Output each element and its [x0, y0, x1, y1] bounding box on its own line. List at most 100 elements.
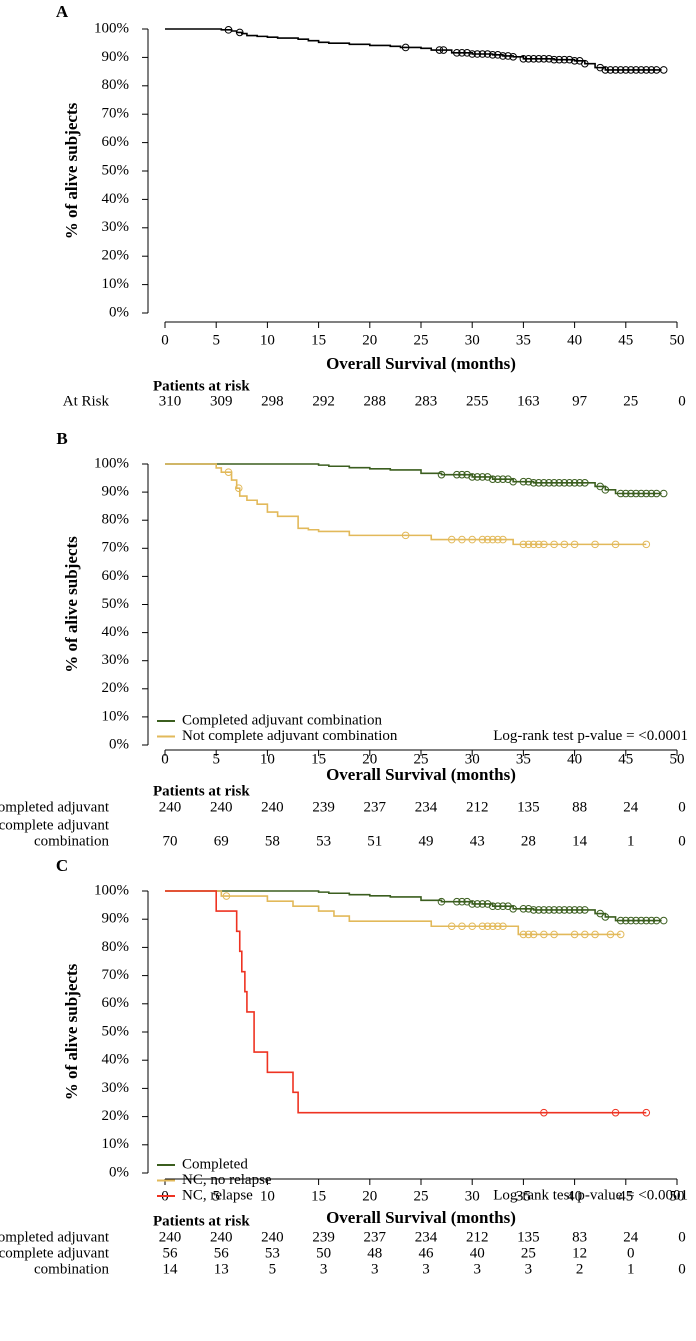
x-tick-label: 20	[362, 332, 377, 348]
censor-mark	[235, 28, 244, 37]
x-tick-label: 50	[670, 751, 685, 767]
x-tick-label: 5	[212, 1188, 220, 1204]
censor-mark	[570, 57, 579, 65]
censor-mark	[468, 473, 477, 481]
annotation: Log-rank test p-value = <0.0001	[493, 1187, 688, 1203]
censor-mark	[570, 906, 579, 914]
censor-mark	[540, 930, 548, 939]
y-tick-label: 60%	[102, 134, 130, 150]
censor-mark	[647, 916, 656, 925]
risk-count: 0	[678, 1261, 686, 1277]
censor-mark	[463, 49, 471, 57]
censor-mark	[473, 50, 482, 58]
y-tick-label: 50%	[102, 1023, 130, 1039]
censor-mark	[570, 479, 579, 487]
x-tick-label: 50	[670, 332, 685, 348]
y-tick-label: 60%	[102, 568, 130, 584]
y-tick-label: 30%	[102, 219, 130, 235]
censor-mark	[519, 477, 528, 486]
censor-mark	[478, 900, 487, 908]
censor-mark	[224, 26, 233, 34]
censor-mark	[581, 479, 589, 487]
risk-count: 58	[265, 833, 280, 849]
risk-count: 40	[470, 1245, 485, 1261]
censor-mark	[453, 49, 461, 57]
y-tick-label: 30%	[102, 652, 130, 668]
y-tick-label: 70%	[102, 106, 130, 122]
censor-mark	[550, 906, 558, 914]
x-tick-label: 45	[618, 332, 633, 348]
censor-mark	[499, 902, 507, 911]
y-tick-label: 70%	[102, 967, 130, 983]
censor-mark	[659, 916, 668, 925]
x-tick-label: 5	[212, 332, 220, 348]
censor-mark	[509, 477, 517, 486]
censor-mark	[401, 531, 410, 540]
censor-mark	[478, 535, 487, 544]
censor-mark	[606, 930, 615, 939]
censor-mark	[560, 540, 569, 549]
censor-mark	[222, 892, 231, 900]
censor-mark	[565, 479, 574, 487]
x-tick-label: 0	[161, 751, 169, 767]
risk-count: 88	[572, 799, 587, 815]
censor-mark	[550, 55, 558, 64]
censor-mark	[224, 468, 233, 476]
risk-count: 239	[312, 1229, 335, 1245]
censor-mark	[453, 897, 461, 906]
censor-mark	[540, 479, 548, 487]
risk-count: 2	[576, 1261, 584, 1277]
censor-mark	[560, 479, 569, 487]
censor-mark	[494, 535, 502, 544]
risk-count: 212	[466, 1229, 489, 1245]
risk-count: 240	[261, 799, 284, 815]
risk-count: 53	[265, 1245, 280, 1261]
censor-mark	[575, 906, 584, 914]
censor-mark	[494, 51, 502, 59]
x-tick-label: 40	[567, 1188, 582, 1204]
censor-mark	[499, 52, 507, 60]
risk-count: 240	[210, 799, 233, 815]
censor-mark	[524, 904, 533, 913]
censor-mark	[560, 906, 569, 914]
risk-count: 234	[415, 799, 438, 815]
censor-mark	[483, 473, 492, 481]
censor-mark	[596, 63, 605, 72]
risk-count: 48	[367, 1245, 382, 1261]
y-tick-label: 40%	[102, 624, 130, 640]
survival-curve	[165, 463, 662, 495]
censor-mark	[483, 900, 492, 908]
censor-mark	[632, 66, 640, 74]
x-tick-label: 45	[618, 751, 633, 767]
y-tick-label: 40%	[102, 191, 130, 207]
risk-count: 13	[214, 1261, 229, 1277]
risk-count: 240	[159, 799, 182, 815]
censor-mark	[596, 909, 605, 918]
legend-label: NC, relapse	[182, 1187, 253, 1203]
risk-count: 25	[521, 1245, 536, 1261]
risk-count: 237	[364, 1229, 387, 1245]
y-tick-label: 30%	[102, 1080, 130, 1096]
censor-mark	[616, 66, 625, 74]
risk-count: 1	[627, 833, 635, 849]
censor-mark	[437, 897, 446, 906]
x-tick-label: 25	[414, 332, 429, 348]
risk-count: 53	[316, 833, 331, 849]
risk-count: 255	[466, 393, 489, 409]
censor-mark	[647, 489, 656, 498]
survival-curve	[165, 890, 647, 1114]
risk-count: 5	[269, 1261, 277, 1277]
survival-curve	[165, 28, 662, 71]
censor-mark	[488, 535, 497, 544]
y-tick-label: 10%	[102, 708, 130, 724]
y-tick-label: 90%	[102, 49, 130, 65]
risk-count: 0	[678, 833, 686, 849]
censor-mark	[545, 906, 553, 914]
panel-label: C	[56, 856, 68, 875]
risk-count: 97	[572, 393, 588, 409]
censor-mark	[596, 482, 605, 491]
risk-count: 50	[316, 1245, 331, 1261]
y-tick-label: 0%	[109, 304, 129, 320]
censor-mark	[401, 43, 410, 52]
